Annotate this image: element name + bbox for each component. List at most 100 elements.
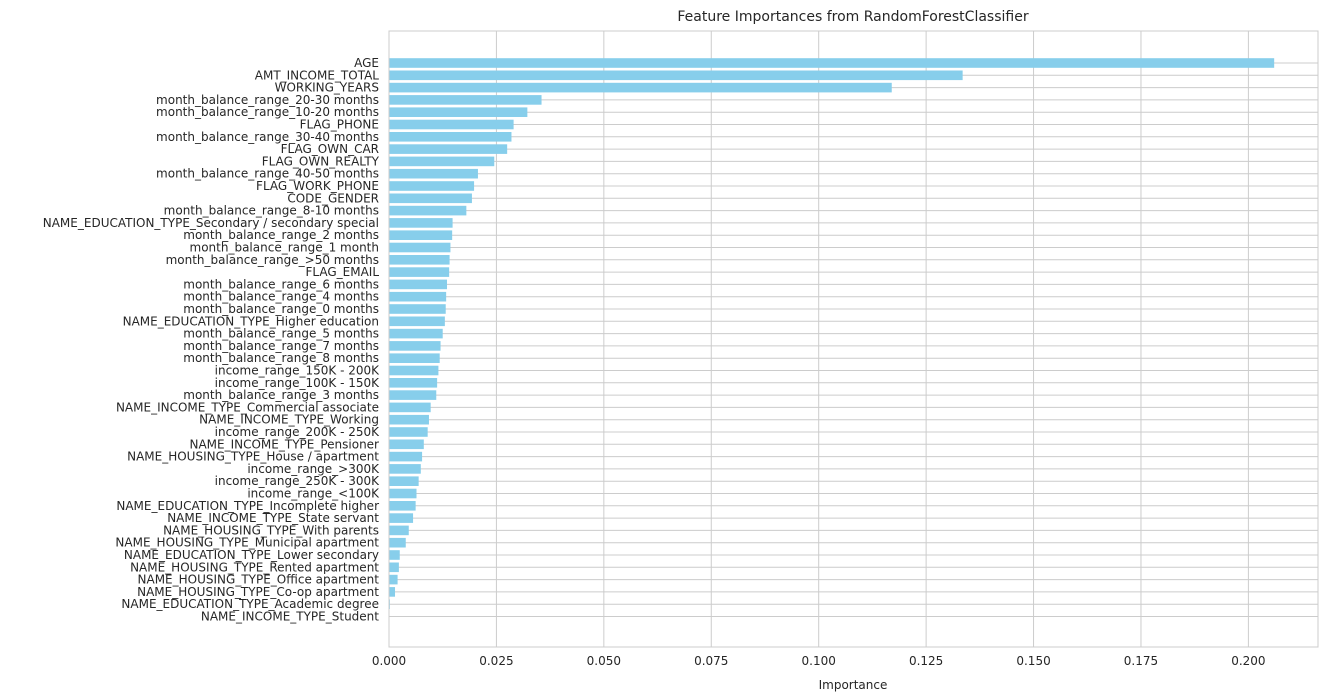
- category-label: CODE_GENDER: [287, 191, 379, 205]
- category-label: month_balance_range_8-10 months: [164, 204, 379, 218]
- bar: [389, 427, 428, 437]
- category-label: NAME_HOUSING_TYPE_Co-op apartment: [137, 585, 379, 599]
- category-label: income_range_200K - 250K: [215, 425, 380, 439]
- bar: [389, 218, 453, 228]
- bar: [389, 304, 446, 314]
- bar: [389, 107, 528, 117]
- bar: [389, 451, 423, 462]
- bar: [389, 402, 431, 413]
- category-label: month_balance_range_6 months: [183, 277, 379, 291]
- bar: [389, 587, 396, 597]
- bars-layer: [389, 58, 1275, 609]
- category-label: income_range_>300K: [247, 462, 380, 476]
- bar: [389, 58, 1275, 68]
- bar: [389, 341, 441, 351]
- bar: [389, 144, 508, 154]
- category-label: NAME_INCOME_TYPE_State servant: [167, 511, 379, 525]
- bar: [389, 488, 417, 499]
- x-tick-label: 0.075: [694, 654, 728, 668]
- category-label: NAME_HOUSING_TYPE_House / apartment: [127, 450, 379, 464]
- bar: [389, 328, 443, 339]
- category-label: month_balance_range_5 months: [183, 327, 379, 341]
- bar: [389, 132, 512, 142]
- category-label: month_balance_range_7 months: [183, 339, 379, 353]
- category-label: income_range_<100K: [247, 487, 380, 501]
- x-axis-title: Importance: [819, 678, 888, 692]
- bar: [389, 267, 450, 277]
- bar: [389, 550, 400, 560]
- bar: [389, 119, 514, 130]
- x-tick-label: 0.125: [909, 654, 943, 668]
- bar: [389, 390, 437, 400]
- bar: [389, 353, 440, 363]
- category-label: month_balance_range_4 months: [183, 290, 379, 304]
- bar: [389, 439, 424, 450]
- bar: [389, 242, 451, 253]
- category-label: month_balance_range_0 months: [183, 302, 379, 316]
- category-label: NAME_INCOME_TYPE_Working: [199, 413, 379, 427]
- category-label: FLAG_OWN_REALTY: [262, 154, 380, 168]
- bar: [389, 255, 450, 265]
- x-tick-labels: 0.000 0.025 0.050 0.075 0.100 0.125 0.150 0.175…: [372, 654, 1266, 668]
- category-label: month_balance_range_10-20 months: [156, 105, 379, 119]
- category-label: income_range_100K - 150K: [215, 376, 380, 390]
- category-label: NAME_HOUSING_TYPE_Municipal apartment: [115, 536, 379, 550]
- category-label: income_range_150K - 200K: [215, 364, 380, 378]
- category-label: NAME_EDUCATION_TYPE_Incomplete higher: [116, 499, 379, 513]
- category-label: month_balance_range_8 months: [183, 351, 379, 365]
- bar: [389, 501, 416, 511]
- x-tick-label: 0.100: [802, 654, 836, 668]
- bar: [389, 291, 447, 302]
- category-label: NAME_INCOME_TYPE_Pensioner: [189, 437, 379, 451]
- category-label: income_range_250K - 300K: [215, 474, 380, 488]
- bar: [389, 156, 495, 167]
- category-label: month_balance_range_30-40 months: [156, 130, 379, 144]
- category-label: NAME_INCOME_TYPE_Student: [201, 610, 379, 624]
- category-label: FLAG_PHONE: [300, 118, 379, 132]
- category-label: FLAG_WORK_PHONE: [256, 179, 379, 193]
- bar: [389, 562, 399, 573]
- x-tick-label: 0.150: [1016, 654, 1050, 668]
- bar: [389, 168, 478, 179]
- bar: [389, 574, 398, 585]
- bar: [389, 181, 475, 191]
- category-label: AGE: [354, 56, 379, 70]
- category-label: NAME_HOUSING_TYPE_Office apartment: [138, 573, 380, 587]
- x-tick-label: 0.000: [372, 654, 406, 668]
- category-label: month_balance_range_40-50 months: [156, 167, 379, 181]
- bar: [389, 525, 409, 536]
- chart-title: Feature Importances from RandomForestCla…: [677, 9, 1028, 25]
- x-tick-label: 0.050: [587, 654, 621, 668]
- category-label: NAME_INCOME_TYPE_Commercial associate: [116, 400, 379, 414]
- bar: [389, 513, 414, 523]
- category-label: NAME_HOUSING_TYPE_Rented apartment: [130, 560, 379, 574]
- category-label: AMT_INCOME_TOTAL: [255, 68, 380, 82]
- category-label: NAME_EDUCATION_TYPE_Academic degree: [121, 597, 379, 611]
- bar: [389, 193, 472, 204]
- bar: [389, 230, 453, 240]
- bar: [389, 70, 963, 81]
- bar: [389, 537, 406, 548]
- plot-border: [388, 30, 1319, 648]
- category-label: month_balance_range_2 months: [183, 228, 379, 242]
- x-tick-label: 0.200: [1231, 654, 1265, 668]
- category-label: month_balance_range_1 month: [190, 241, 379, 255]
- category-label: FLAG_OWN_CAR: [281, 142, 379, 156]
- bar: [389, 316, 445, 327]
- x-tick-label: 0.025: [479, 654, 513, 668]
- bar: [389, 378, 438, 388]
- category-label: month_balance_range_>50 months: [166, 253, 379, 267]
- bar: [389, 279, 448, 290]
- bar: [389, 205, 467, 216]
- category-label: NAME_HOUSING_TYPE_With parents: [163, 523, 379, 537]
- bar: [389, 365, 439, 376]
- category-label: month_balance_range_20-30 months: [156, 93, 379, 107]
- category-label: month_balance_range_3 months: [183, 388, 379, 402]
- bar: [389, 82, 892, 93]
- category-label: NAME_EDUCATION_TYPE_Higher education: [123, 314, 379, 328]
- grid-layer: [388, 31, 1318, 647]
- x-tick-label: 0.175: [1124, 654, 1158, 668]
- plot-frame: [388, 30, 1319, 648]
- category-label: NAME_EDUCATION_TYPE_Lower secondary: [124, 548, 379, 562]
